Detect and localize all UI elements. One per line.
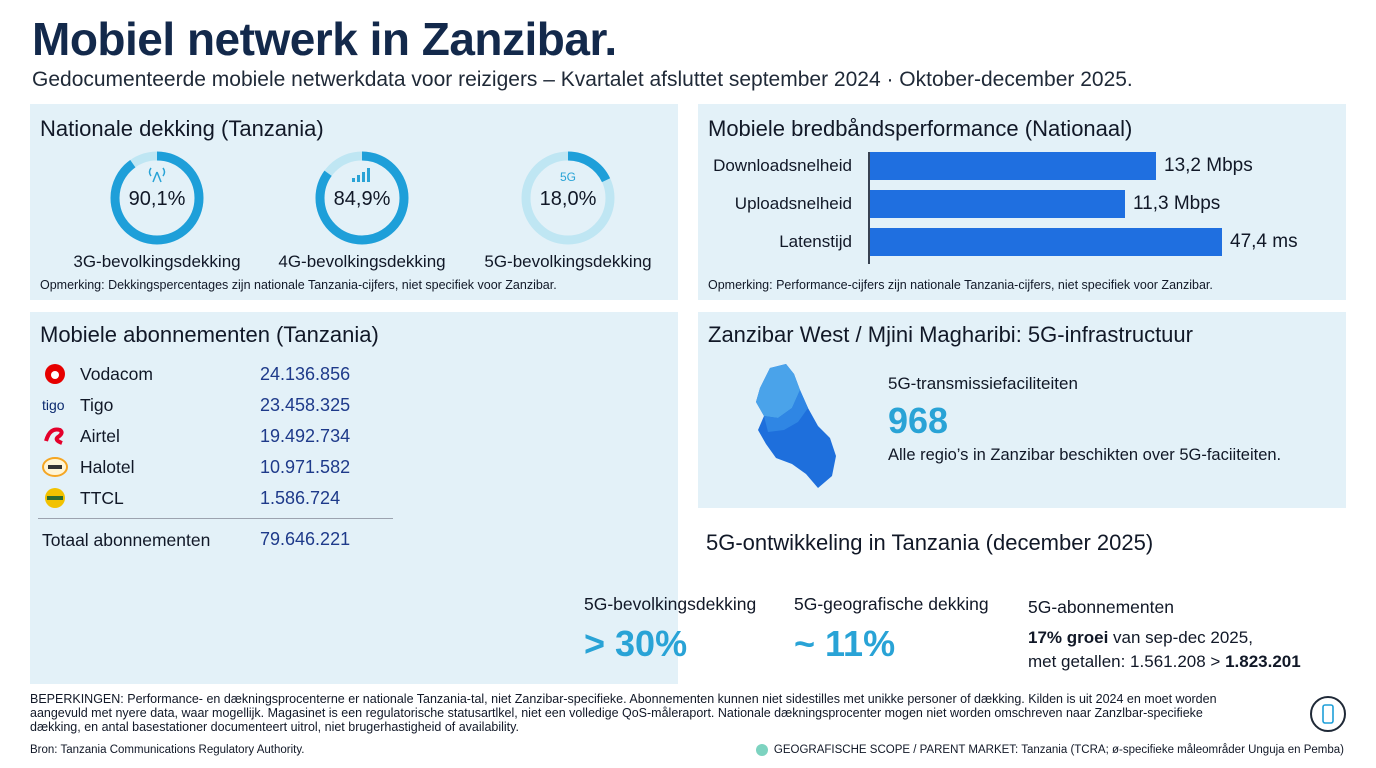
globe-icon bbox=[755, 744, 768, 756]
phone-button[interactable] bbox=[1310, 696, 1346, 732]
operator-value: 1.586.724 bbox=[260, 488, 341, 508]
tigo-logo: tigo bbox=[42, 397, 65, 413]
total-label: Totaal abonnementen bbox=[42, 530, 211, 550]
5g-icon: 5G bbox=[560, 170, 576, 184]
total-value: 79.646.221 bbox=[260, 529, 351, 549]
list-item: Halotel 10.971.582 bbox=[42, 453, 402, 481]
growth-period: van sep-dec 2025, bbox=[1108, 628, 1253, 647]
growth-numbers: met getallen: 1.561.208 > bbox=[1028, 652, 1226, 671]
operator-value: 23.458.325 bbox=[260, 395, 351, 415]
stat-pop: 5G-bevolkingsdekking > 30% bbox=[584, 594, 756, 665]
list-item: TTCL 1.586.724 bbox=[42, 484, 402, 512]
list-item: tigo Tigo 23.458.325 bbox=[42, 391, 402, 419]
operator-name: Halotel bbox=[80, 457, 135, 477]
subscriptions-panel: Mobiele abonnementen (Tanzania) Vodacom … bbox=[30, 312, 678, 684]
list-item: Vodacom 24.136.856 bbox=[42, 360, 402, 388]
facility-description: Alle regio’s in Zanzibar beschikten over… bbox=[888, 446, 1282, 464]
operator-value: 19.492.734 bbox=[260, 426, 351, 446]
source-text: Bron: Tanzania Communications Regulatory… bbox=[30, 744, 305, 756]
divider bbox=[38, 518, 393, 519]
bar-value-label: 13,2 Mbps bbox=[1164, 155, 1253, 176]
facility-count: 968 bbox=[888, 400, 949, 441]
signal-bars-icon bbox=[352, 168, 370, 182]
broadband-panel: Mobiele bredbåndsperformance (Nationaal)… bbox=[698, 104, 1346, 300]
zanzibar-map-icon bbox=[756, 364, 836, 488]
svg-text:tigo: tigo bbox=[42, 397, 65, 413]
airtel-logo bbox=[44, 427, 64, 445]
cell-tower-icon bbox=[148, 167, 166, 183]
bar-value-label: 47,4 ms bbox=[1230, 231, 1298, 252]
donut-3g: 90,1% 3G-bevolkingsdekking bbox=[57, 148, 257, 272]
bar-label: Uploadsnelheid bbox=[734, 194, 852, 213]
zanzibar-panel: Zanzibar West / Mjini Magharibi: 5G-infr… bbox=[698, 312, 1346, 508]
limitations-text: BEPERKINGEN: Performance- en dækningspro… bbox=[30, 692, 1217, 734]
donut-value-4g: 84,9% bbox=[334, 188, 391, 210]
coverage-note: Opmerking: Dekkingspercentages zijn nati… bbox=[40, 278, 557, 292]
stat-geo: 5G-geografische dekking ~ 11% bbox=[794, 594, 989, 665]
bar bbox=[870, 190, 1125, 218]
bar-row: Downloadsnelheid 13,2 Mbps bbox=[698, 152, 1338, 180]
donut-4g-chart: 84,9% bbox=[315, 151, 409, 245]
stat-subs-label: 5G-abonnementen bbox=[1028, 597, 1174, 617]
scope-label: GEOGRAFISCHE SCOPE / PARENT MARKET: Tanz… bbox=[773, 744, 1344, 757]
bar bbox=[870, 152, 1156, 180]
donut-label-3g: 3G-bevolkingsdekking bbox=[73, 252, 241, 271]
coverage-panel: Nationale dekking (Tanzania) 90,1% 3G-be… bbox=[30, 104, 678, 300]
growth-figure: 17% groei bbox=[1028, 628, 1109, 647]
stat-subs: 5G-abonnementen 17% groei van sep-dec 20… bbox=[1028, 597, 1301, 674]
donut-value-5g: 18,0% bbox=[540, 188, 597, 210]
operator-name: Vodacom bbox=[80, 364, 153, 384]
stat-pop-value: > 30% bbox=[584, 623, 688, 664]
halotel-logo bbox=[42, 457, 68, 477]
stat-geo-label: 5G-geografische dekking bbox=[794, 594, 989, 614]
vodacom-logo bbox=[45, 364, 65, 384]
donut-label-4g: 4G-bevolkingsdekking bbox=[278, 252, 446, 271]
donut-4g: 84,9% 4G-bevolkingsdekking bbox=[262, 148, 462, 272]
stat-pop-label: 5G-bevolkingsdekking bbox=[584, 594, 757, 614]
phone-icon bbox=[1322, 704, 1334, 724]
development-title: 5G-ontwikkeling in Tanzania (december 20… bbox=[706, 530, 1154, 555]
chart-axis bbox=[868, 152, 870, 264]
coverage-title: Nationale dekking (Tanzania) bbox=[40, 116, 324, 141]
ttcl-logo bbox=[45, 488, 65, 508]
stat-subs-text: 17% groei van sep-dec 2025, met getallen… bbox=[1028, 626, 1301, 674]
facility-label: 5G-transmissiefaciliteiten bbox=[888, 374, 1078, 393]
stat-geo-value: ~ 11% bbox=[794, 623, 896, 664]
page-title: Mobiel netwerk in Zanzibar. bbox=[32, 13, 617, 65]
donut-value-3g: 90,1% bbox=[129, 188, 186, 210]
development-panel: 5G-ontwikkeling in Tanzania (december 20… bbox=[680, 522, 1346, 684]
operator-name: Airtel bbox=[80, 426, 120, 446]
subscriptions-title: Mobiele abonnementen (Tanzania) bbox=[40, 322, 379, 347]
operator-value: 24.136.856 bbox=[260, 364, 351, 384]
broadband-title: Mobiele bredbåndsperformance (Nationaal) bbox=[708, 116, 1133, 141]
list-item: Airtel 19.492.734 bbox=[42, 422, 402, 450]
donut-5g: 5G 18,0% 5G-bevolkingsdekking bbox=[468, 148, 668, 272]
bar-row: Latenstijd 47,4 ms bbox=[698, 228, 1338, 256]
growth-final: 1.823.201 bbox=[1225, 652, 1301, 671]
operator-value: 10.971.582 bbox=[260, 457, 351, 477]
donut-5g-chart: 5G 18,0% bbox=[521, 151, 615, 245]
operator-name: TTCL bbox=[80, 488, 124, 508]
operator-name: Tigo bbox=[80, 395, 114, 415]
donut-label-5g: 5G-bevolkingsdekking bbox=[484, 252, 652, 271]
page-subtitle: Gedocumenteerde mobiele netwerkdata voor… bbox=[32, 68, 1133, 91]
donut-3g-chart: 90,1% bbox=[110, 151, 204, 245]
broadband-note: Opmerking: Performance-cijfers zijn nati… bbox=[708, 278, 1213, 292]
bar-label: Latenstijd bbox=[779, 232, 852, 251]
zanzibar-title: Zanzibar West / Mjini Magharibi: 5G-infr… bbox=[708, 322, 1193, 347]
scope-text: GEOGRAFISCHE SCOPE / PARENT MARKET: Tanz… bbox=[755, 744, 1344, 757]
bar-label: Downloadsnelheid bbox=[713, 156, 852, 175]
bar bbox=[870, 228, 1222, 256]
bar-value-label: 11,3 Mbps bbox=[1133, 193, 1221, 214]
bar-row: Uploadsnelheid 11,3 Mbps bbox=[698, 190, 1338, 218]
